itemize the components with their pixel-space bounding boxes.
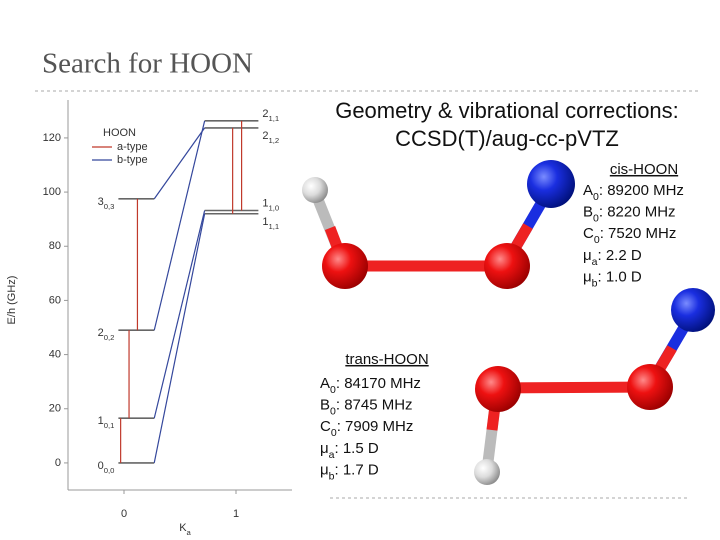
param-row-sub: 0 bbox=[594, 234, 600, 246]
param-row-main: μ bbox=[583, 247, 592, 264]
param-row-sub: b bbox=[329, 470, 335, 482]
param-row: C0: 7909 MHz bbox=[320, 418, 413, 439]
b-transition bbox=[153, 127, 206, 200]
param-row-sub: b bbox=[592, 277, 598, 289]
param-row: μb: 1.7 D bbox=[320, 461, 379, 482]
level-label: 10,1 bbox=[98, 415, 115, 430]
y-tick-label: 120 bbox=[43, 132, 61, 144]
level-label: 30,3 bbox=[98, 196, 115, 211]
param-row: A0: 84170 MHz bbox=[320, 375, 421, 396]
level-label-main: 1 bbox=[262, 216, 268, 228]
param-row-text: : 89200 MHz bbox=[599, 182, 684, 199]
param-row: C0: 7520 MHz bbox=[583, 225, 676, 246]
level-label-main: 1 bbox=[262, 197, 268, 209]
param-row-main: B bbox=[583, 204, 593, 221]
param-row-sub: a bbox=[329, 449, 335, 461]
param-row-sub: a bbox=[592, 256, 598, 268]
param-row-main: A bbox=[583, 182, 593, 199]
param-row: μb: 1.0 D bbox=[583, 268, 642, 289]
param-row: B0: 8220 MHz bbox=[583, 204, 676, 225]
param-row-text: : 1.0 D bbox=[598, 268, 642, 285]
param-row-sub: 0 bbox=[593, 191, 599, 203]
level-label-sub: 0,3 bbox=[104, 201, 115, 210]
y-axis-label: E/h (GHz) bbox=[6, 276, 18, 325]
b-transition bbox=[153, 210, 206, 419]
param-row-main: C bbox=[583, 225, 594, 242]
param-row-main: μ bbox=[583, 268, 592, 285]
param-row-sub: 0 bbox=[593, 212, 599, 224]
level-label-main: 3 bbox=[98, 196, 104, 208]
level-label: 11,1 bbox=[262, 216, 279, 231]
param-row-main: A bbox=[320, 375, 330, 392]
y-tick-label: 40 bbox=[49, 348, 61, 360]
b-transition bbox=[153, 120, 206, 331]
x-axis-label-main: K bbox=[179, 522, 187, 534]
param-row: A0: 89200 MHz bbox=[583, 182, 684, 203]
level-label: 21,1 bbox=[262, 108, 279, 123]
level-label-sub: 1,1 bbox=[269, 113, 280, 122]
x-tick-label: 0 bbox=[121, 508, 127, 520]
level-label-main: 2 bbox=[98, 327, 104, 339]
param-row-main: μ bbox=[320, 440, 329, 457]
level-label-sub: 0,2 bbox=[104, 333, 115, 342]
slide-title: Search for HOON bbox=[42, 48, 253, 80]
param-row-text: : 2.2 D bbox=[598, 247, 642, 264]
level-label-main: 2 bbox=[262, 130, 268, 142]
level-label-main: 0 bbox=[98, 460, 104, 472]
level-label-sub: 0,1 bbox=[104, 421, 115, 430]
method-line: Geometry & vibrational corrections: bbox=[335, 98, 679, 123]
level-label: 00,0 bbox=[98, 460, 115, 475]
y-tick-label: 20 bbox=[49, 403, 61, 415]
cis-molecule bbox=[302, 160, 575, 289]
legend-title: HOON bbox=[103, 127, 136, 139]
level-label-sub: 1,2 bbox=[269, 135, 280, 144]
param-row-text: : 7909 MHz bbox=[337, 418, 414, 435]
trans-molecule bbox=[474, 288, 715, 485]
param-row-text: : 84170 MHz bbox=[336, 375, 421, 392]
param-row-main: C bbox=[320, 418, 331, 435]
param-row-text: : 8220 MHz bbox=[599, 204, 676, 221]
param-row: B0: 8745 MHz bbox=[320, 397, 413, 418]
level-label-sub: 1,1 bbox=[269, 221, 280, 230]
level-label-sub: 1,0 bbox=[269, 203, 280, 212]
param-row: μa: 1.5 D bbox=[320, 440, 379, 461]
level-label-main: 2 bbox=[262, 108, 268, 120]
x-axis-label-sub: a bbox=[187, 528, 192, 537]
level-label: 11,0 bbox=[262, 197, 279, 212]
param-row-sub: 0 bbox=[331, 427, 337, 439]
level-label: 21,2 bbox=[262, 130, 279, 145]
level-label-main: 1 bbox=[98, 415, 104, 427]
b-transition bbox=[153, 213, 206, 464]
block-title: trans-HOON bbox=[345, 351, 428, 368]
param-row-sub: 0 bbox=[330, 405, 336, 417]
method-line: CCSD(T)/aug-cc-pVTZ bbox=[395, 126, 619, 151]
y-tick-label: 0 bbox=[55, 457, 61, 469]
level-label-sub: 0,0 bbox=[104, 465, 115, 474]
legend-label: b-type bbox=[117, 154, 148, 166]
y-tick-label: 80 bbox=[49, 240, 61, 252]
param-row-main: μ bbox=[320, 461, 329, 478]
y-tick-label: 60 bbox=[49, 294, 61, 306]
level-label: 20,2 bbox=[98, 327, 115, 342]
param-row-text: : 7520 MHz bbox=[600, 225, 677, 242]
param-row: μa: 2.2 D bbox=[583, 247, 642, 268]
param-row-sub: 0 bbox=[330, 384, 336, 396]
param-row-text: : 1.7 D bbox=[335, 461, 379, 478]
y-tick-label: 100 bbox=[43, 186, 61, 198]
param-row-text: : 1.5 D bbox=[335, 440, 379, 457]
param-row-main: B bbox=[320, 397, 330, 414]
param-row-text: : 8745 MHz bbox=[336, 397, 413, 414]
x-tick-label: 1 bbox=[233, 508, 239, 520]
legend-label: a-type bbox=[117, 141, 148, 153]
x-axis-label: Ka bbox=[179, 522, 191, 537]
block-title: cis-HOON bbox=[610, 161, 678, 178]
